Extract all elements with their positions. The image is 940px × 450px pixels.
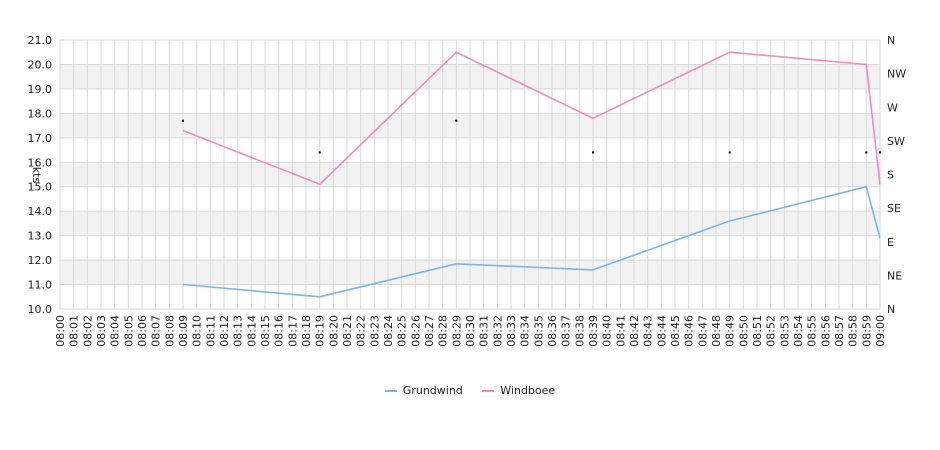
direction-point: [865, 151, 867, 153]
x-tick-label: 08:09: [177, 315, 190, 347]
direction-tick-label: E: [887, 236, 894, 249]
x-tick-label: 08:44: [655, 315, 668, 347]
x-tick-label: 08:56: [819, 315, 832, 347]
x-tick-label: 08:50: [737, 315, 750, 347]
x-tick-label: 08:45: [669, 315, 682, 347]
x-tick-label: 08:29: [450, 315, 463, 347]
y-tick-label: 10.0: [28, 303, 53, 316]
x-tick-label: 08:28: [437, 315, 450, 347]
x-tick-label: 09:00: [874, 315, 887, 347]
x-axis-ticks: 08:00 08:01 08:02 08:03 08:04 08:05 08:06 08:07…: [54, 315, 887, 347]
direction-tick-label: SW: [887, 135, 905, 148]
direction-tick-label: SE: [887, 202, 901, 215]
x-tick-label: 08:43: [642, 315, 655, 347]
x-tick-label: 08:58: [847, 315, 860, 347]
x-tick-label: 08:19: [314, 315, 327, 347]
direction-tick-label: N: [887, 303, 895, 316]
x-tick-label: 08:46: [683, 315, 696, 347]
x-tick-label: 08:02: [81, 315, 94, 347]
x-tick-label: 08:48: [710, 315, 723, 347]
x-tick-label: 08:55: [806, 315, 819, 347]
x-tick-label: 08:49: [724, 315, 737, 347]
legend-swatch-windboee: [482, 390, 494, 392]
x-tick-label: 08:00: [54, 315, 67, 347]
x-tick-label: 08:16: [273, 315, 286, 347]
x-tick-label: 08:17: [286, 315, 299, 347]
y-tick-label: 12.0: [28, 254, 53, 267]
x-tick-label: 08:18: [300, 315, 313, 347]
x-tick-label: 08:26: [409, 315, 422, 347]
y-tick-label: 21.0: [28, 34, 53, 47]
y-tick-label: 14.0: [28, 205, 53, 218]
direction-tick-label: NW: [887, 68, 906, 81]
x-tick-label: 08:52: [765, 315, 778, 347]
x-tick-label: 08:25: [396, 315, 409, 347]
x-tick-label: 08:13: [232, 315, 245, 347]
x-tick-label: 08:14: [245, 315, 258, 347]
x-tick-label: 08:05: [122, 315, 135, 347]
direction-point: [455, 120, 457, 122]
x-tick-label: 08:03: [95, 315, 108, 347]
y-tick-label: 13.0: [28, 230, 53, 243]
x-tick-label: 08:33: [505, 315, 518, 347]
x-tick-label: 08:06: [136, 315, 149, 347]
y-axis-label: kts: [30, 167, 43, 184]
direction-tick-label: W: [887, 101, 898, 114]
x-tick-label: 08:20: [327, 315, 340, 347]
legend-item-grundwind[interactable]: Grundwind: [385, 384, 463, 397]
direction-point: [879, 151, 881, 153]
y-tick-label: 19.0: [28, 83, 53, 96]
x-tick-label: 08:35: [532, 315, 545, 347]
x-tick-label: 08:59: [860, 315, 873, 347]
legend-item-windboee[interactable]: Windboee: [482, 384, 555, 397]
x-tick-label: 08:11: [204, 315, 217, 347]
x-tick-label: 08:38: [573, 315, 586, 347]
x-tick-label: 08:34: [519, 315, 532, 347]
x-tick-label: 08:53: [778, 315, 791, 347]
legend-label-windboee: Windboee: [500, 384, 555, 397]
legend-label-grundwind: Grundwind: [403, 384, 463, 397]
y-tick-label: 17.0: [28, 132, 53, 145]
y-tick-label: 20.0: [28, 58, 53, 71]
x-tick-label: 08:07: [150, 315, 163, 347]
vertical-gridlines: [60, 40, 880, 309]
x-tick-label: 08:22: [355, 315, 368, 347]
x-tick-label: 08:37: [560, 315, 573, 347]
y-tick-label: 11.0: [28, 279, 53, 292]
legend-swatch-grundwind: [385, 390, 397, 392]
direction-point: [592, 151, 594, 153]
x-tick-label: 08:21: [341, 315, 354, 347]
x-tick-label: 08:39: [587, 315, 600, 347]
x-tick-label: 08:57: [833, 315, 846, 347]
x-tick-label: 08:27: [423, 315, 436, 347]
direction-point: [319, 151, 321, 153]
x-tick-label: 08:08: [163, 315, 176, 347]
legend: Grundwind Windboee: [0, 384, 940, 397]
x-tick-label: 08:24: [382, 315, 395, 347]
x-tick-label: 08:51: [751, 315, 764, 347]
direction-tick-label: S: [887, 169, 894, 182]
x-tick-label: 08:32: [491, 315, 504, 347]
direction-point: [182, 120, 184, 122]
x-tick-label: 08:42: [628, 315, 641, 347]
x-tick-label: 08:04: [109, 315, 122, 347]
x-tick-label: 08:54: [792, 315, 805, 347]
x-tick-label: 08:40: [601, 315, 614, 347]
x-tick-label: 08:15: [259, 315, 272, 347]
direction-point: [729, 151, 731, 153]
x-tick-label: 08:23: [368, 315, 381, 347]
x-tick-label: 08:30: [464, 315, 477, 347]
x-tick-label: 08:01: [68, 315, 81, 347]
direction-axis-ticks: N NE E SE S SW W NW N: [887, 34, 906, 316]
x-tick-label: 08:36: [546, 315, 559, 347]
x-tick-label: 08:31: [478, 315, 491, 347]
x-tick-label: 08:12: [218, 315, 231, 347]
y-tick-label: 18.0: [28, 107, 53, 120]
direction-tick-label: N: [887, 34, 895, 47]
x-tick-label: 08:47: [696, 315, 709, 347]
x-tick-label: 08:10: [191, 315, 204, 347]
x-tick-label: 08:41: [614, 315, 627, 347]
direction-tick-label: NE: [887, 269, 902, 282]
